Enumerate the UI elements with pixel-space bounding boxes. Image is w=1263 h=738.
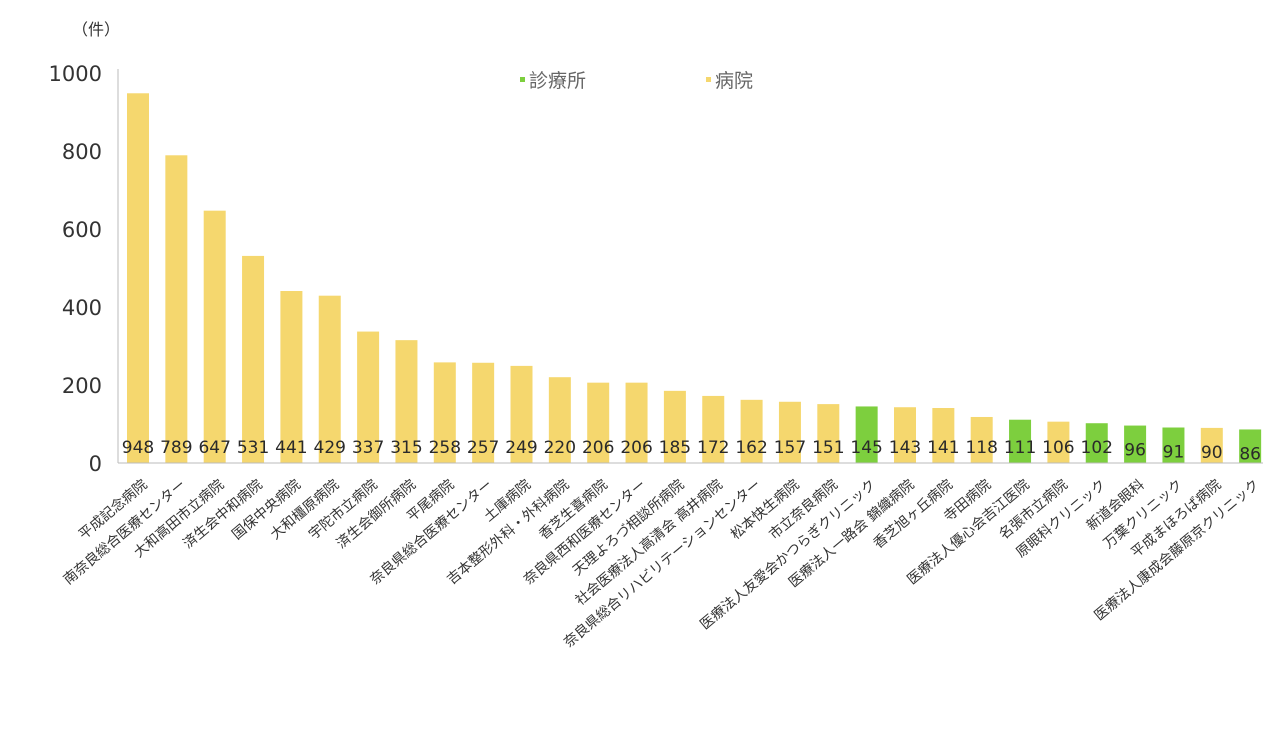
bar [1239, 429, 1262, 463]
legend: 診療所 病院 [520, 70, 753, 92]
category-labels: 平成記念病院南奈良総合医療センター大和高田市立病院済生会中和病院国保中央病院大和… [60, 476, 1263, 651]
bar [165, 155, 188, 464]
y-axis-unit-label: （件） [72, 20, 120, 39]
bar [318, 295, 341, 463]
bar [932, 408, 955, 463]
bar [740, 399, 763, 463]
bar-value-label: 118 [965, 438, 997, 458]
bar-value-label: 258 [429, 438, 461, 458]
bar-value-label: 157 [774, 438, 806, 458]
bar [894, 407, 916, 463]
bar [242, 255, 265, 463]
bar-value-label: 220 [544, 438, 576, 458]
bar-value-label: 141 [927, 438, 959, 458]
bar-value-label: 86 [1239, 444, 1261, 464]
bar-value-label: 106 [1042, 438, 1074, 458]
bar-value-label: 441 [275, 438, 307, 458]
bar [817, 404, 840, 463]
data-labels: 948 789 647 531 441 429 337 315 258 257 249 220 206 2… [122, 438, 1261, 464]
bar [510, 365, 533, 463]
bar [203, 210, 226, 463]
bar-value-label: 531 [237, 438, 269, 458]
bar [472, 362, 495, 463]
bar-value-label: 145 [850, 438, 882, 458]
bar-value-label: 162 [735, 438, 767, 458]
bar [548, 377, 571, 463]
bar [433, 362, 456, 463]
y-axis-ticks: 0 200 400 600 800 1000 [49, 62, 102, 476]
bar-value-label: 206 [582, 438, 614, 458]
y-tick-label: 600 [62, 218, 102, 242]
bar-value-label: 647 [198, 438, 230, 458]
legend-label: 病院 [715, 70, 753, 92]
y-tick-label: 1000 [49, 62, 102, 86]
bars [127, 93, 1262, 464]
bar-value-label: 249 [505, 438, 537, 458]
bar [970, 416, 993, 463]
bar [702, 395, 725, 463]
bar [1047, 421, 1070, 463]
bar-value-label: 102 [1081, 438, 1113, 458]
bar-value-label: 206 [620, 438, 652, 458]
bar [778, 401, 801, 463]
bar-value-label: 90 [1201, 443, 1223, 463]
bar [395, 340, 418, 463]
bar-value-label: 337 [352, 438, 384, 458]
bar [1124, 425, 1147, 463]
bar [1162, 427, 1185, 463]
bar-value-label: 151 [812, 438, 844, 458]
bar [357, 331, 380, 463]
bar-value-label: 96 [1124, 441, 1146, 461]
bar [1009, 419, 1032, 463]
legend-swatch [520, 77, 525, 82]
bar-value-label: 185 [659, 438, 691, 458]
bar-value-label: 91 [1163, 443, 1185, 463]
y-tick-label: 0 [89, 452, 102, 476]
y-tick-label: 400 [62, 296, 102, 320]
y-tick-label: 200 [62, 374, 102, 398]
y-tick-label: 800 [62, 140, 102, 164]
bar-value-label: 789 [160, 438, 192, 458]
bar-value-label: 111 [1004, 438, 1036, 458]
bar-value-label: 429 [314, 438, 346, 458]
bar [663, 390, 686, 463]
bar [587, 382, 610, 463]
bar [1200, 427, 1223, 463]
bar [280, 291, 303, 463]
bar-value-label: 257 [467, 438, 499, 458]
bar-value-label: 172 [697, 438, 729, 458]
bar-value-label: 948 [122, 438, 154, 458]
bar-value-label: 143 [889, 438, 921, 458]
bar [625, 382, 648, 463]
bar [127, 93, 149, 463]
legend-label: 診療所 [529, 70, 586, 92]
bar-value-label: 315 [390, 438, 422, 458]
legend-swatch [706, 77, 711, 82]
bar [1085, 423, 1108, 463]
bar [855, 406, 878, 463]
